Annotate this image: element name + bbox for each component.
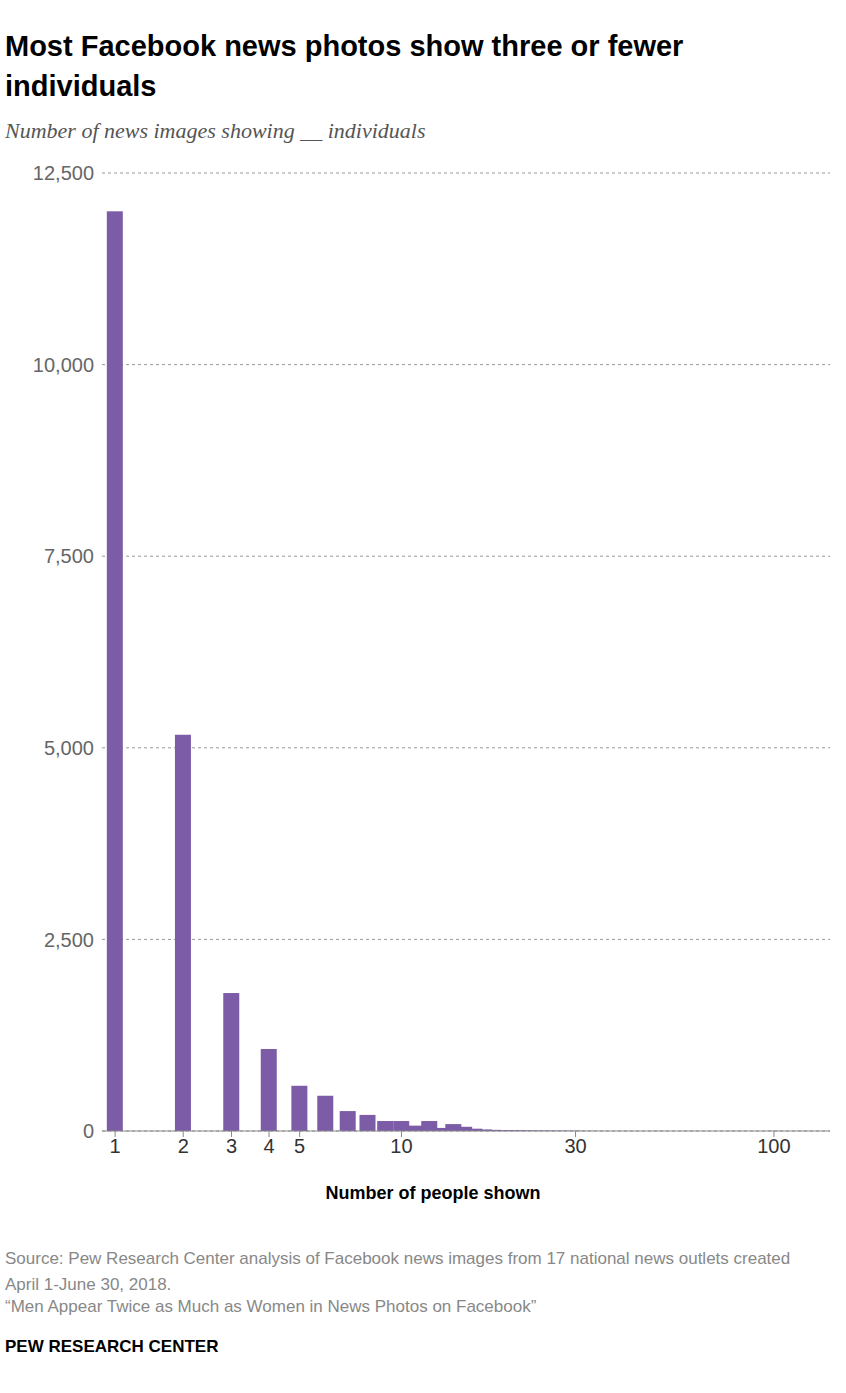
- svg-text:3: 3: [226, 1135, 237, 1157]
- svg-text:2,500: 2,500: [44, 929, 94, 951]
- html-text:Source: Pew Research Center an: Source: Pew Research Center analysis of …: [5, 1249, 791, 1294]
- svg-text:2: 2: [178, 1135, 189, 1157]
- html-text:“Men Appear Twice as Much as W: “Men Appear Twice as Much as Women in Ne…: [5, 1297, 537, 1316]
- html-text:PEW RESEARCH CENTER: PEW RESEARCH CENTER: [5, 1337, 219, 1356]
- svg-text:10: 10: [390, 1135, 412, 1157]
- html-text:Number of people shown: Number of people shown: [325, 1183, 541, 1203]
- svg-text:12,500: 12,500: [33, 162, 94, 184]
- svg-text:10,000: 10,000: [33, 354, 94, 376]
- html-text:Most Facebook news photos show: Most Facebook news photos show three or …: [5, 30, 684, 102]
- svg-text:5,000: 5,000: [44, 737, 94, 759]
- svg-text:30: 30: [564, 1135, 586, 1157]
- svg-text:1: 1: [110, 1135, 121, 1157]
- svg-text:0: 0: [83, 1120, 94, 1142]
- svg-text:5: 5: [294, 1135, 305, 1157]
- svg-text:100: 100: [757, 1135, 790, 1157]
- html-text:Number of news images showing: Number of news images showing __ individ…: [5, 118, 426, 143]
- svg-text:7,500: 7,500: [44, 545, 94, 567]
- svg-text:4: 4: [263, 1135, 274, 1157]
